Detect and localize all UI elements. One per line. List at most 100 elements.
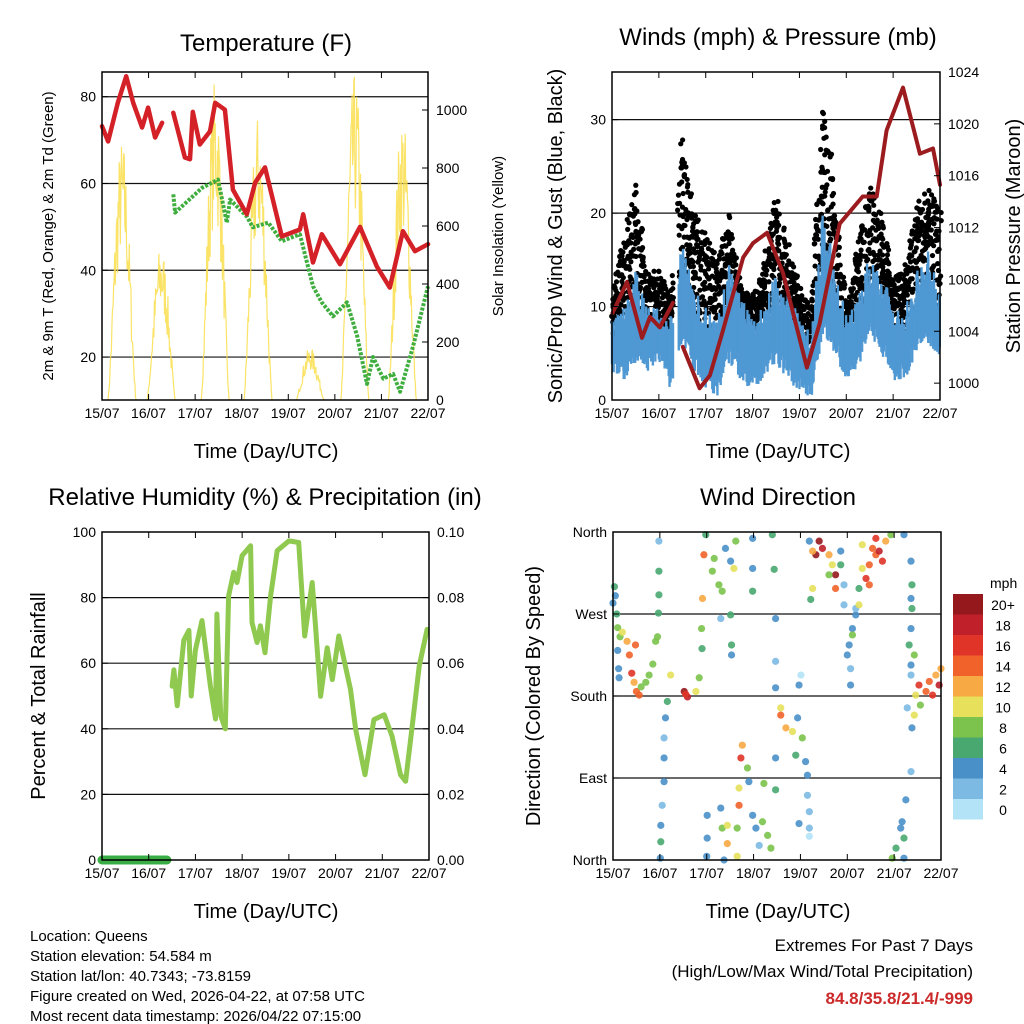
legend-label: 2 (999, 782, 1007, 798)
gust-point (833, 219, 839, 225)
wind-direction-point (815, 537, 823, 545)
x-tick-label: 15/07 (84, 405, 119, 421)
gust-point (627, 266, 633, 272)
wind-direction-point (825, 551, 833, 559)
wind-direction-point (807, 595, 815, 604)
gust-point (675, 192, 682, 198)
gust-point (670, 294, 676, 301)
y2-tick-label: 600 (436, 218, 460, 234)
gust-point (775, 211, 781, 217)
wind-direction-point (846, 681, 855, 689)
wind-direction-point (915, 681, 923, 689)
wind-direction-point (825, 571, 833, 579)
wind-direction-point (735, 801, 743, 809)
gust-point (823, 134, 829, 140)
y-tick-label: 80 (80, 590, 96, 606)
wind-direction-point (637, 683, 645, 691)
x-tick-label: 22/07 (923, 865, 958, 881)
wind-direction-point (845, 641, 853, 649)
wind-direction-point (882, 537, 890, 545)
gust-point (823, 185, 829, 191)
gust-point (875, 252, 881, 258)
gust-point (880, 225, 886, 231)
gust-point (619, 253, 625, 259)
x-tick-label: 19/07 (271, 405, 306, 421)
gust-point (884, 252, 891, 258)
x-tick-label: 21/07 (876, 405, 911, 421)
gust-point (798, 285, 804, 292)
x-tick-label: 17/07 (688, 405, 723, 421)
gust-point (822, 193, 828, 199)
wind-direction-point (907, 671, 915, 679)
y2-tick-label: 400 (436, 276, 460, 292)
wind-direction-point (723, 821, 731, 829)
wind-direction-point (908, 581, 916, 589)
gust-point (820, 201, 826, 207)
plot-marks (99, 74, 431, 401)
plot-marks (97, 538, 430, 865)
y2-tick-label: 0.08 (437, 590, 464, 606)
gust-point (917, 210, 924, 216)
wind-direction-point (653, 633, 662, 641)
gust-point (865, 256, 871, 263)
wind-direction-point (875, 547, 883, 555)
gust-point (695, 236, 701, 242)
legend-swatch (953, 635, 983, 656)
gust-point (696, 276, 703, 282)
extremes-values: 84.8/35.8/21.4/-999 (826, 989, 973, 1008)
gust-point (868, 232, 874, 238)
humidity-xlabel: Time (Day/UTC) (194, 901, 339, 923)
wind-direction-point (727, 641, 736, 649)
gust-point (908, 239, 915, 245)
y-tick-label: 40 (80, 262, 96, 278)
wind-direction-point (760, 779, 768, 788)
wind-direction-point (695, 674, 703, 682)
gust-point (822, 118, 828, 124)
gust-point (702, 279, 708, 285)
gust-point (706, 240, 713, 246)
gust-point (897, 275, 903, 281)
legend-swatch (953, 799, 983, 820)
x-tick-label: 18/07 (735, 405, 770, 421)
wind-direction-point (795, 681, 803, 689)
gust-point (689, 228, 696, 234)
gust-point (675, 207, 681, 213)
gust-point (926, 187, 932, 194)
gust-point (815, 236, 821, 242)
wind-direction-point (732, 537, 740, 545)
wind-direction-point (910, 651, 918, 659)
legend-swatch (953, 696, 983, 717)
x-tick-label: 17/07 (178, 405, 213, 421)
solar-insolation-line (340, 76, 370, 401)
wind-direction-point (916, 701, 924, 709)
wind-direction-point (718, 587, 726, 595)
gust-point (794, 293, 801, 299)
direction-ylabel: Direction (Colored By Speed) (523, 566, 545, 826)
gust-point (722, 263, 728, 269)
wind-direction-point (630, 678, 638, 686)
legend-label: 8 (999, 720, 1007, 736)
temperature-line (99, 74, 165, 144)
gust-point (613, 279, 620, 285)
wind-direction-point (801, 758, 810, 766)
gust-point (713, 265, 719, 272)
gust-point (859, 275, 865, 281)
gust-point (637, 284, 644, 291)
y2-tick-label: 1008 (948, 271, 979, 287)
temperature-panel: 15/07 16/07 17/07 18/07 19/07 20/07 21/07 22/07… (80, 71, 467, 421)
x-tick-label: 19/07 (783, 865, 818, 881)
x-tick-label: 16/07 (131, 865, 166, 881)
wind-direction-point (618, 628, 626, 636)
footer-recent-timestamp: Most recent data timestamp: 2026/04/22 0… (30, 1008, 361, 1024)
gust-point (621, 259, 627, 265)
gust-point (633, 182, 639, 188)
wind-direction-point (905, 641, 913, 649)
wind-direction-point (907, 661, 915, 669)
wind-direction-point (788, 727, 797, 736)
gust-point (930, 265, 936, 271)
gust-point (885, 247, 892, 253)
wind-direction-point (892, 844, 900, 852)
wind-direction-point (710, 554, 718, 563)
y-tick-label: 0 (88, 852, 96, 868)
x-tick-label: 15/07 (594, 405, 629, 421)
